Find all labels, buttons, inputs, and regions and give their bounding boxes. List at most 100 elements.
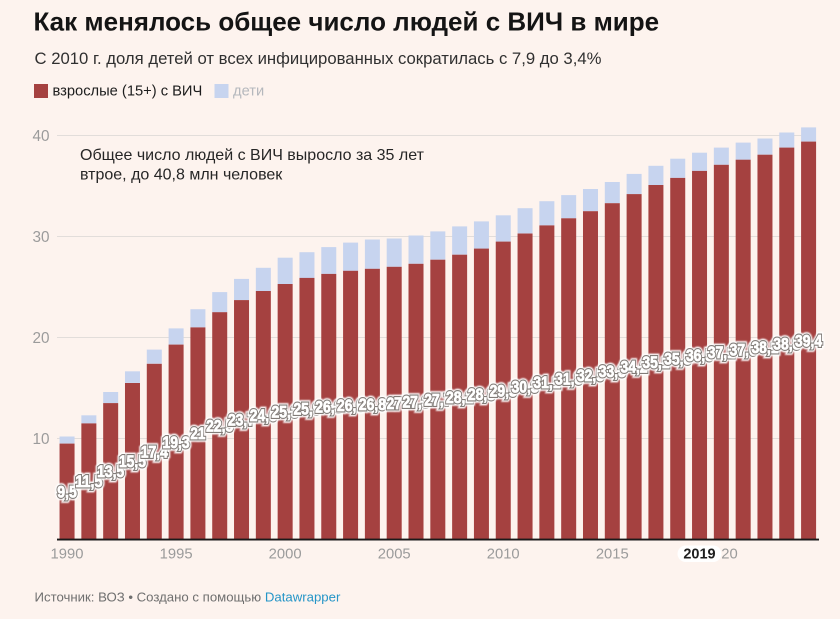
svg-text:27,7: 27,7: [424, 390, 451, 409]
svg-text:15,5: 15,5: [119, 452, 146, 471]
svg-text:32,5: 32,5: [577, 366, 604, 385]
svg-text:24,6: 24,6: [250, 406, 277, 425]
svg-text:29,5: 29,5: [490, 381, 517, 400]
svg-text:26,3: 26,3: [315, 398, 342, 417]
svg-text:25,3: 25,3: [272, 403, 299, 422]
svg-text:38,1: 38,1: [751, 338, 778, 357]
svg-text:25,9: 25,9: [293, 400, 320, 419]
svg-text:13,5: 13,5: [97, 462, 124, 481]
svg-text:Источник: ВОЗ • Создано с помо: Источник: ВОЗ • Создано с помощью Datawr…: [35, 590, 341, 605]
svg-text:26,3: 26,3: [315, 398, 342, 417]
svg-text:втрое, до 40,8 млн человек: втрое, до 40,8 млн человек: [80, 166, 283, 183]
svg-text:13,5: 13,5: [97, 462, 124, 481]
svg-text:27,3: 27,3: [402, 392, 429, 411]
svg-text:38,1: 38,1: [751, 338, 778, 357]
svg-text:37,1: 37,1: [708, 343, 735, 362]
svg-text:22,5: 22,5: [206, 417, 233, 436]
svg-text:2015: 2015: [596, 547, 629, 563]
svg-text:22,5: 22,5: [206, 417, 233, 436]
svg-text:26,8: 26,8: [359, 395, 386, 414]
svg-text:31,1: 31,1: [533, 373, 560, 392]
svg-text:19,3: 19,3: [163, 433, 190, 452]
svg-text:20: 20: [32, 330, 49, 347]
svg-text:9,5: 9,5: [57, 482, 77, 501]
svg-text:26,3: 26,3: [315, 398, 342, 417]
svg-text:26,6: 26,6: [337, 396, 364, 415]
svg-text:Общее число людей с ВИЧ выросл: Общее число людей с ВИЧ выросло за 35 ле…: [80, 147, 425, 164]
svg-text:1995: 1995: [160, 547, 193, 563]
svg-text:36,5: 36,5: [686, 346, 713, 365]
svg-text:28,2: 28,2: [446, 388, 473, 407]
svg-text:17,4: 17,4: [141, 442, 169, 461]
svg-text:29,5: 29,5: [490, 381, 517, 400]
svg-text:11,5: 11,5: [75, 472, 102, 491]
svg-text:32,5: 32,5: [577, 366, 604, 385]
svg-text:11,5: 11,5: [75, 472, 102, 491]
svg-text:26,6: 26,6: [337, 396, 364, 415]
svg-text:28,2: 28,2: [446, 388, 473, 407]
svg-text:27: 27: [387, 394, 402, 413]
svg-text:30,3: 30,3: [512, 377, 539, 396]
svg-text:35,1: 35,1: [642, 353, 669, 372]
svg-text:33,3: 33,3: [599, 362, 626, 381]
svg-text:30,3: 30,3: [512, 377, 539, 396]
svg-text:33,3: 33,3: [599, 362, 626, 381]
svg-text:37,1: 37,1: [708, 343, 735, 362]
svg-text:31,1: 31,1: [533, 373, 560, 392]
svg-text:28,2: 28,2: [446, 388, 473, 407]
svg-text:36,5: 36,5: [686, 346, 713, 365]
svg-text:38,8: 38,8: [773, 334, 800, 353]
svg-text:13,5: 13,5: [97, 462, 124, 481]
svg-text:27,3: 27,3: [402, 392, 429, 411]
svg-text:27,7: 27,7: [424, 390, 451, 409]
svg-text:38,8: 38,8: [773, 334, 800, 353]
svg-text:27: 27: [387, 394, 402, 413]
svg-text:23,7: 23,7: [228, 411, 255, 430]
svg-text:С 2010 г. доля детей от всех и: С 2010 г. доля детей от всех инфицирован…: [35, 49, 602, 68]
svg-text:2005: 2005: [378, 547, 411, 563]
svg-text:21: 21: [190, 424, 205, 443]
svg-text:15,5: 15,5: [119, 452, 146, 471]
svg-text:37,6: 37,6: [730, 340, 757, 359]
svg-text:37,6: 37,6: [730, 340, 757, 359]
svg-text:36,5: 36,5: [686, 346, 713, 365]
svg-text:33,3: 33,3: [599, 362, 626, 381]
svg-text:27: 27: [387, 394, 402, 413]
svg-text:21: 21: [190, 424, 205, 443]
svg-text:40: 40: [32, 128, 49, 145]
svg-text:27,7: 27,7: [424, 390, 451, 409]
svg-text:19,3: 19,3: [163, 433, 190, 452]
svg-text:39,4: 39,4: [795, 331, 823, 350]
svg-text:25,3: 25,3: [272, 403, 299, 422]
svg-text:9,5: 9,5: [57, 482, 77, 501]
svg-text:30,3: 30,3: [512, 377, 539, 396]
svg-text:37,6: 37,6: [730, 340, 757, 359]
svg-text:32,5: 32,5: [577, 366, 604, 385]
svg-text:11,5: 11,5: [75, 472, 102, 491]
svg-text:35,8: 35,8: [664, 350, 691, 369]
svg-text:28,8: 28,8: [468, 385, 495, 404]
svg-text:34,2: 34,2: [621, 358, 648, 377]
svg-text:35,1: 35,1: [642, 353, 669, 372]
svg-text:25,3: 25,3: [272, 403, 299, 422]
svg-text:35,8: 35,8: [664, 350, 691, 369]
svg-text:39,4: 39,4: [795, 331, 823, 350]
svg-text:2010: 2010: [487, 547, 520, 563]
svg-text:26,8: 26,8: [359, 395, 386, 414]
svg-text:10: 10: [32, 431, 49, 448]
svg-text:24,6: 24,6: [250, 406, 277, 425]
svg-text:17,4: 17,4: [141, 442, 169, 461]
svg-text:31,1: 31,1: [533, 373, 560, 392]
svg-text:2019: 2019: [683, 547, 715, 563]
svg-text:28,8: 28,8: [468, 385, 495, 404]
svg-text:38,8: 38,8: [773, 334, 800, 353]
svg-text:31,8: 31,8: [555, 370, 582, 389]
svg-text:25,9: 25,9: [293, 400, 320, 419]
svg-text:19,3: 19,3: [163, 433, 190, 452]
svg-text:1990: 1990: [51, 547, 84, 563]
svg-text:38,1: 38,1: [751, 338, 778, 357]
svg-text:дети: дети: [233, 84, 264, 100]
svg-text:34,2: 34,2: [621, 358, 648, 377]
svg-text:26,6: 26,6: [337, 396, 364, 415]
svg-text:35,8: 35,8: [664, 350, 691, 369]
